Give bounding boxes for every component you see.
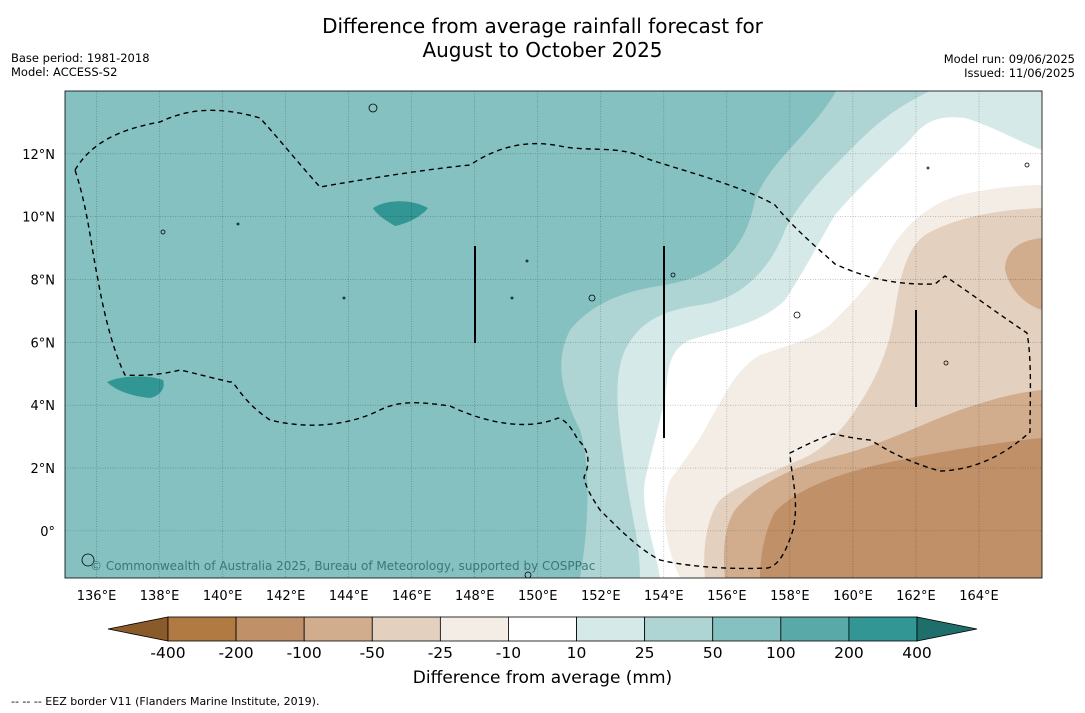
field-200-400-2 (373, 201, 428, 226)
lon-tick-label: 146°E (392, 589, 432, 604)
island-9 (670, 272, 676, 278)
lat-tick-label: 6°N (31, 336, 56, 351)
lat-tick-label: 2°N (31, 462, 56, 477)
field-minus-200-100 (760, 438, 1042, 578)
lon-tick-label: 164°E (959, 589, 999, 604)
lon-tick-label: 162°E (896, 589, 936, 604)
lon-tick-label: 136°E (77, 589, 117, 604)
islands (81, 103, 1030, 578)
copyright-text: © Commonwealth of Australia 2025, Bureau… (90, 559, 595, 573)
lon-tick-label: 156°E (707, 589, 747, 604)
island-11 (1024, 162, 1030, 168)
lat-tick-label: 0° (40, 525, 55, 540)
model-run: Model run: 09/06/2025 (943, 52, 1075, 66)
base-period: Base period: 1981-2018 (11, 51, 150, 65)
model-name: Model: ACCESS-S2 (11, 65, 118, 79)
lat-tick-label: 4°N (31, 399, 56, 414)
issued-date: Issued: 11/06/2025 (964, 66, 1075, 80)
map-frame (64, 90, 1043, 579)
meta-left: Base period: 1981-2018 Model: ACCESS-S2 (11, 51, 150, 79)
lon-tick-label: 152°E (581, 589, 621, 604)
page-title: Difference from average rainfall forecas… (0, 14, 1085, 62)
lon-tick-label: 148°E (455, 589, 495, 604)
eez-borders (74, 109, 1032, 570)
island-7 (510, 296, 514, 300)
lat-tick-label: 8°N (31, 274, 56, 289)
island-10 (926, 166, 930, 170)
island-8 (525, 259, 529, 263)
lon-tick-label: 138°E (140, 589, 180, 604)
island-12 (81, 553, 95, 567)
island-6 (342, 296, 346, 300)
meta-right: Model run: 09/06/2025 Issued: 11/06/2025 (944, 52, 1075, 80)
title-line-1: Difference from average rainfall forecas… (322, 14, 763, 38)
island-2 (588, 294, 596, 302)
lon-tick-label: 158°E (770, 589, 810, 604)
island-5 (236, 222, 240, 226)
island-3 (793, 311, 801, 319)
lon-tick-label: 142°E (266, 589, 306, 604)
eez-footnote: -- -- -- EEZ border V11 (Flanders Marine… (11, 695, 320, 708)
lon-tick-label: 160°E (833, 589, 873, 604)
title-line-2: August to October 2025 (422, 38, 663, 62)
lon-tick-label: 154°E (644, 589, 684, 604)
eez-fsm-border (74, 109, 1032, 570)
lon-tick-label: 144°E (329, 589, 369, 604)
lat-tick-label: 10°N (22, 211, 55, 226)
map-fields: © Commonwealth of Australia 2025, Bureau… (65, 91, 1042, 578)
island-0 (368, 103, 378, 113)
lon-tick-label: 140°E (203, 589, 243, 604)
lon-tick-label: 150°E (518, 589, 558, 604)
lat-tick-label: 12°N (22, 148, 55, 163)
island-4 (943, 360, 949, 366)
island-13 (524, 571, 532, 578)
island-1 (160, 229, 166, 235)
field-200-400 (107, 376, 164, 398)
colorbar-title: Difference from average (mm) (412, 668, 673, 688)
